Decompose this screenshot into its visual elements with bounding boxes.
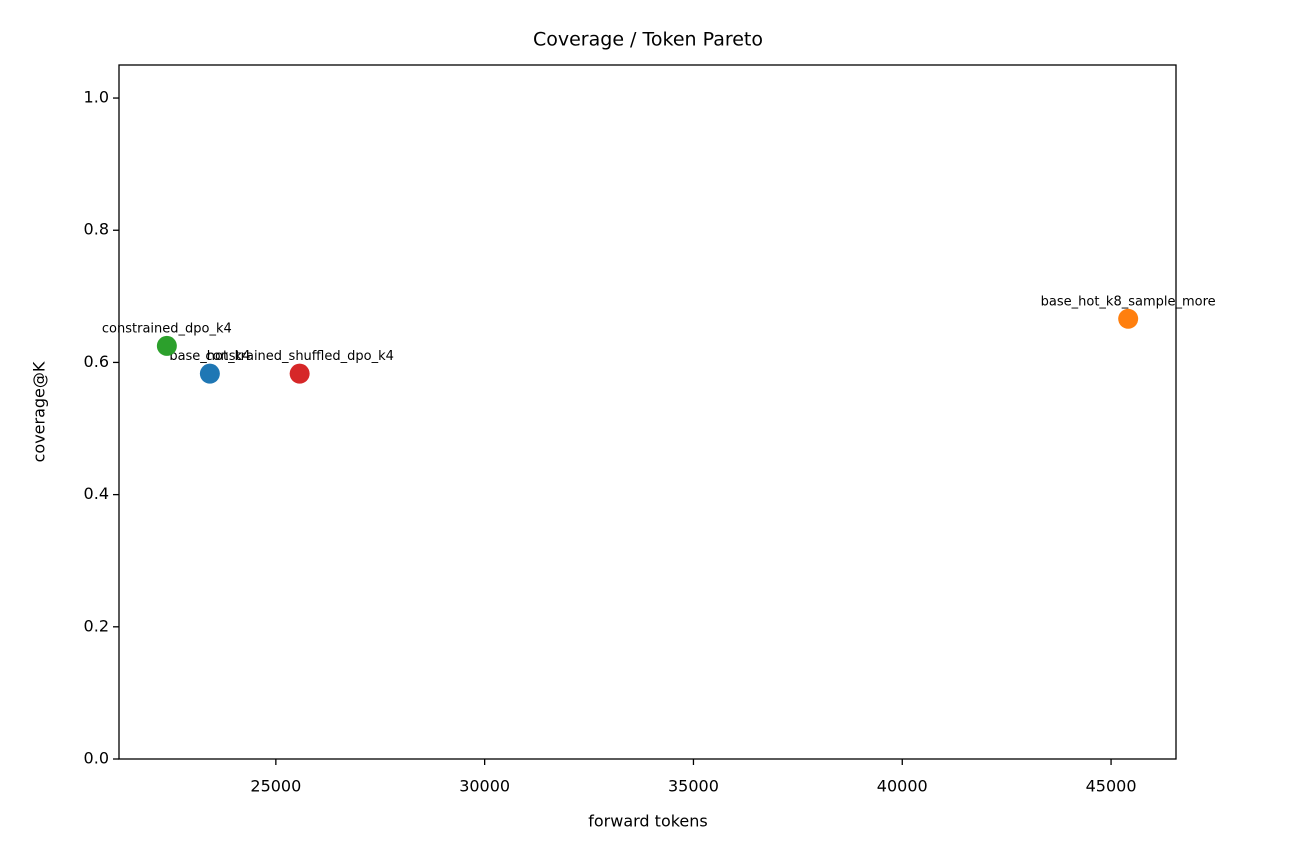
point: [199, 363, 220, 384]
x-tick-label: 40000: [877, 777, 928, 796]
point: [1118, 308, 1139, 329]
y-tick-label: 0.6: [84, 352, 109, 371]
point: [289, 363, 310, 384]
y-axis-label: coverage@K: [30, 361, 49, 462]
point-label: constrained_dpo_k4: [102, 321, 232, 336]
plot-frame: [118, 64, 1177, 760]
y-tick-label: 0.4: [84, 484, 109, 503]
point-label: constrained_shuffled_dpo_k4: [205, 349, 393, 364]
x-tick-label: 35000: [668, 777, 719, 796]
y-tick-label: 0.0: [84, 749, 109, 768]
y-tick-label: 0.8: [84, 220, 109, 239]
y-tick-label: 1.0: [84, 88, 109, 107]
point: [156, 335, 177, 356]
y-tick-label: 0.2: [84, 616, 109, 635]
x-tick-label: 30000: [459, 777, 510, 796]
x-tick-label: 25000: [250, 777, 301, 796]
point-label: base_hot_k4: [169, 349, 250, 364]
chart-title: Coverage / Token Pareto: [533, 29, 763, 51]
x-tick-label: 45000: [1086, 777, 1137, 796]
x-axis-label: forward tokens: [588, 812, 708, 831]
point-label: base_hot_k8_sample_more: [1041, 294, 1216, 309]
